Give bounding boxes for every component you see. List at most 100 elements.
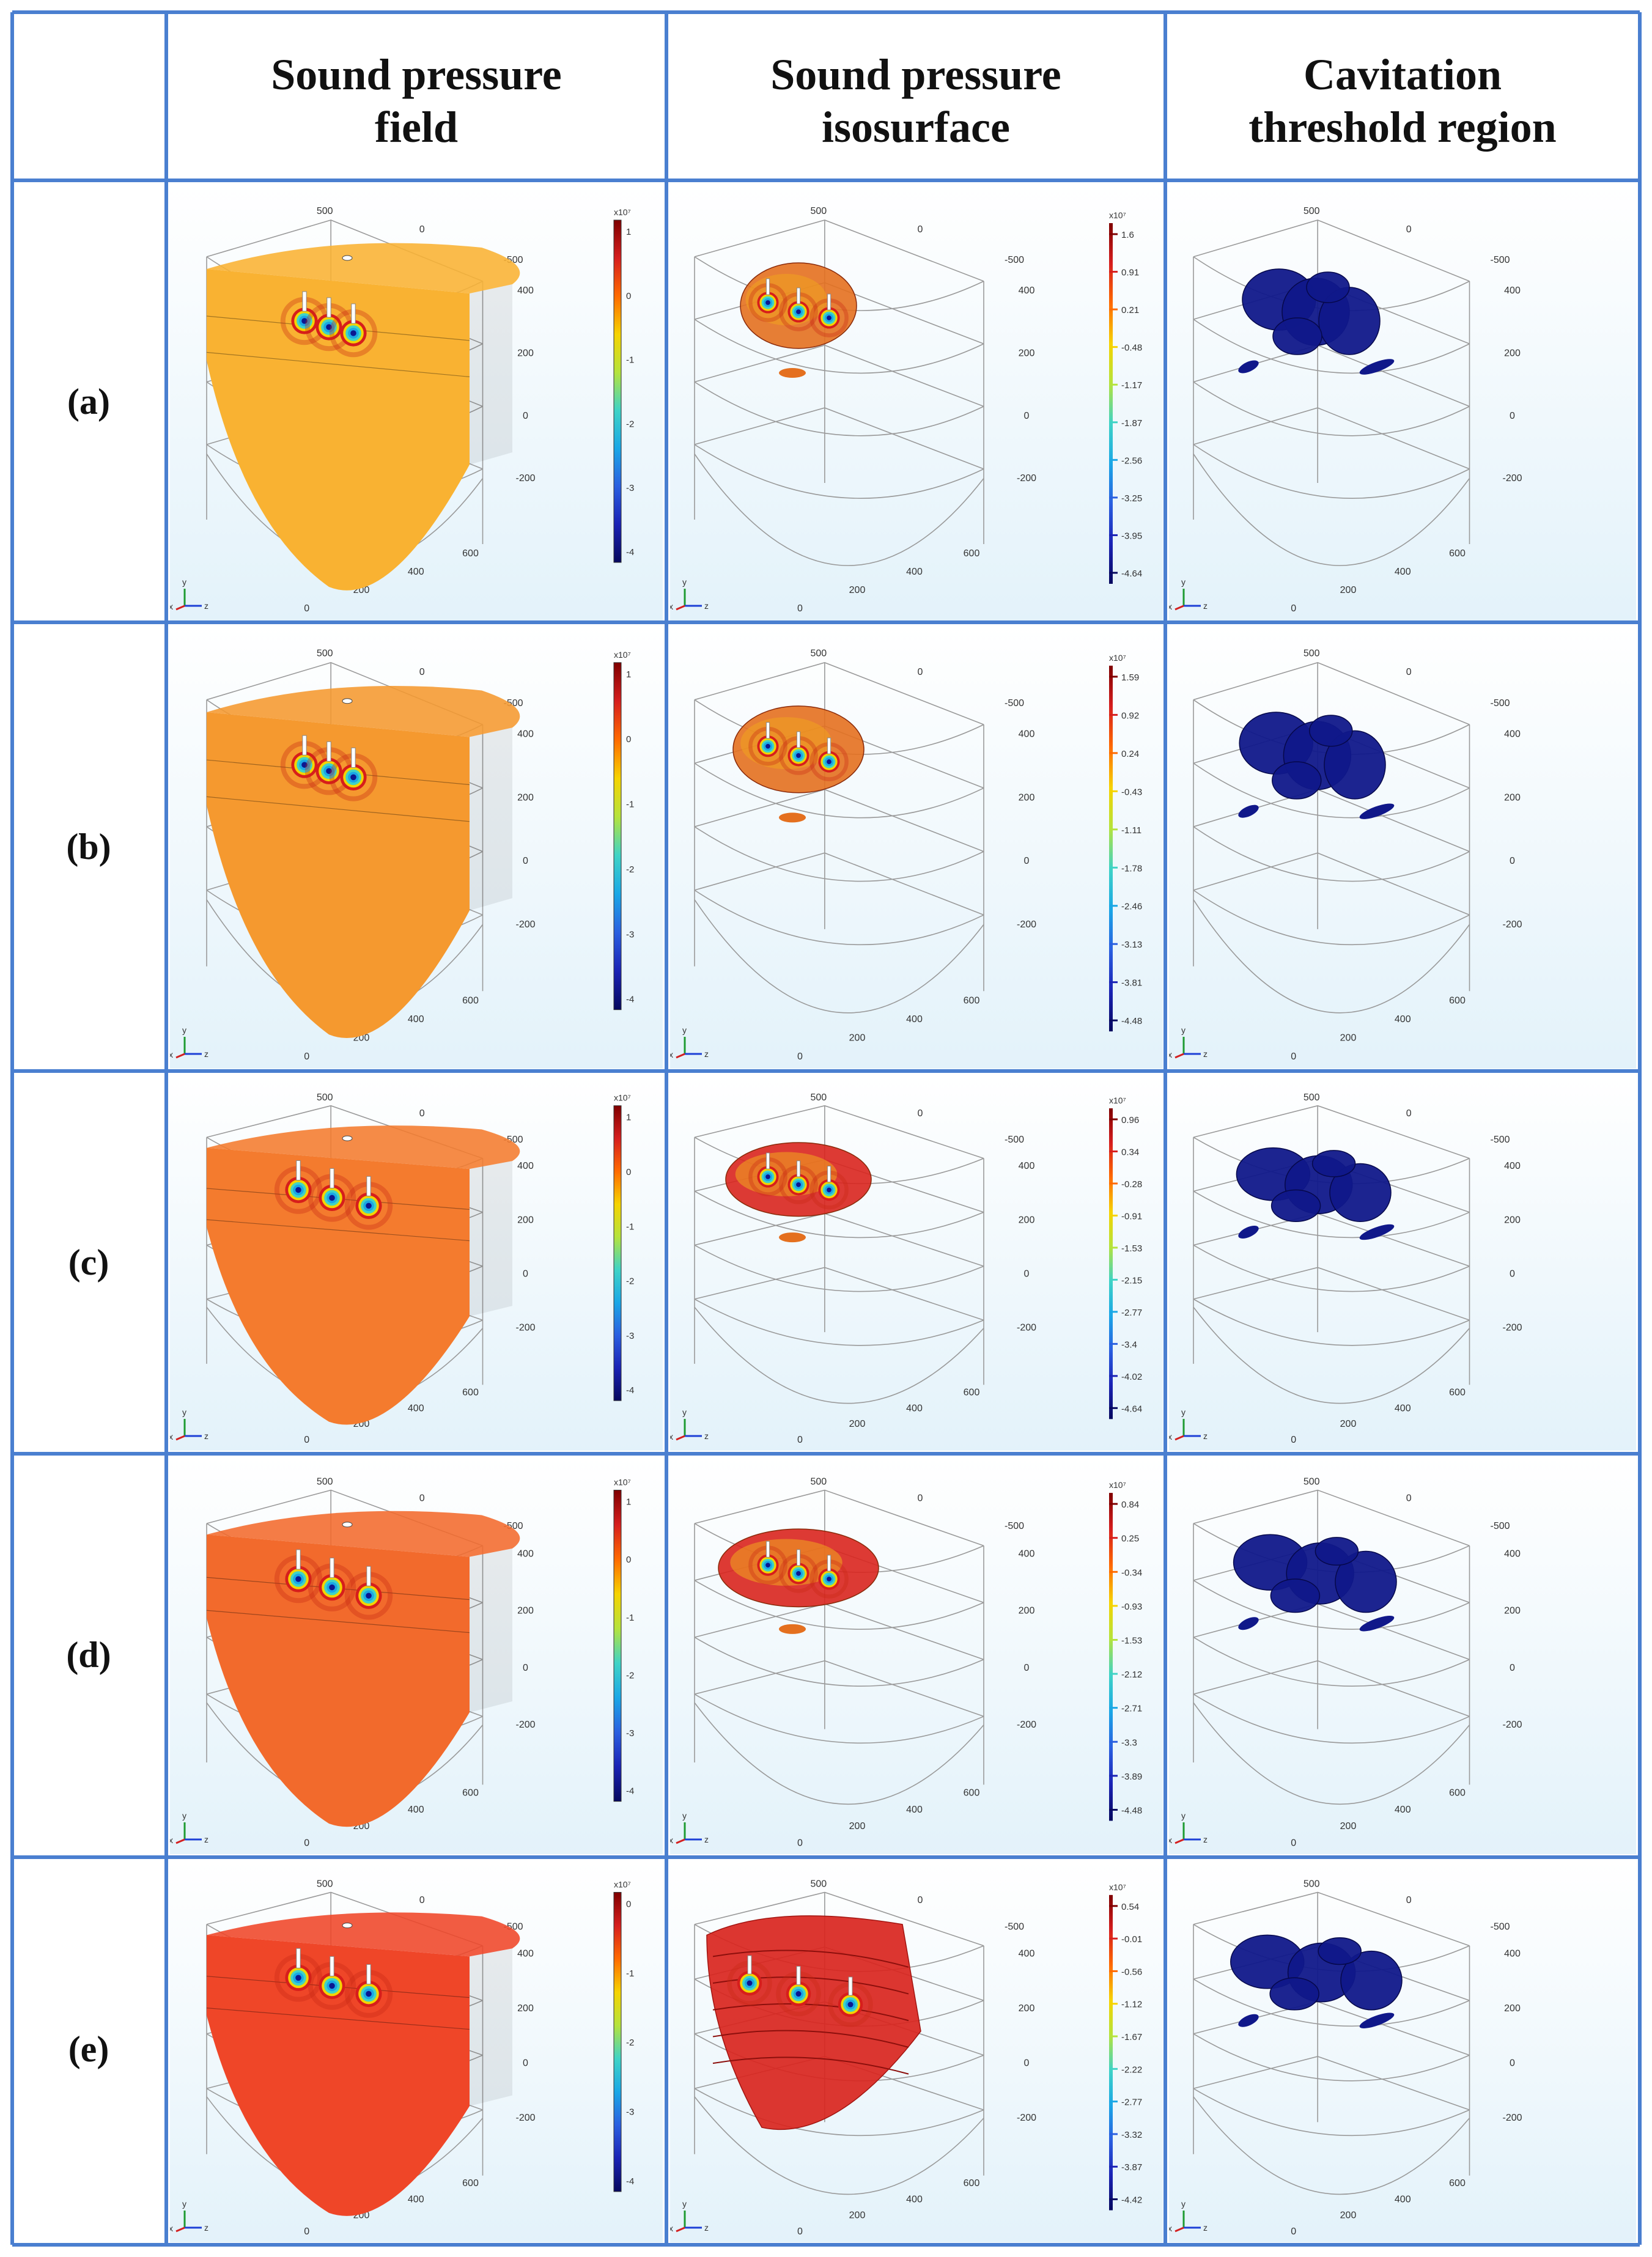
colorbar-tick-label: 0.96 — [1121, 1115, 1139, 1125]
axis-tick-y: 200 — [1019, 2003, 1035, 2014]
axis-tick-depth: 400 — [1395, 2194, 1411, 2204]
triad-x-label: x — [1169, 1835, 1172, 1845]
triad-x-label: x — [1169, 2223, 1172, 2233]
cavitation-blob-3 — [1270, 1189, 1321, 1222]
cavitation-blob-2 — [1335, 1550, 1397, 1613]
axis-tick-depth: 200 — [849, 1419, 866, 1429]
row-label-d: (d) — [66, 1635, 111, 1675]
colorbar-tick-label: -4.02 — [1121, 1372, 1142, 1382]
axis-tick-right: -500 — [1005, 1135, 1024, 1145]
axis-tick-depth: 600 — [462, 2178, 479, 2189]
triad-z-label: z — [704, 1431, 709, 1441]
colorbar-tick-label: -2.12 — [1121, 1670, 1142, 1680]
axis-tick-y: 0 — [1024, 2058, 1030, 2068]
triad-x-label: x — [1169, 602, 1172, 611]
panel-svg: 500 0 -500 400 200 0 -200 600 400 200 0 x10⁷ 0.96 0.3… — [670, 1074, 1163, 1451]
panel-svg: 500 0 -500 400 200 0 -200 600 400 200 0 y z x — [1169, 183, 1636, 620]
cavitation-region — [1230, 1934, 1403, 2028]
iso-focal-spot-2 — [809, 737, 849, 781]
colorbar-tick-label: -4.64 — [1121, 569, 1142, 579]
axis-tick-y: 0 — [1510, 411, 1515, 421]
cavitation-region — [1238, 268, 1395, 375]
triad-z-label: z — [1203, 1835, 1208, 1844]
axis-tick-depth: 600 — [964, 1788, 980, 1799]
colorbar-exponent: x10⁷ — [1109, 1480, 1126, 1490]
triad-x-label: x — [1169, 1432, 1172, 1441]
axis-tick-depth: 0 — [304, 2226, 309, 2237]
triad-z-label: z — [204, 1049, 208, 1059]
field-panel-b: 500 0 -500 400 200 0 -200 600 400 200 0 x10⁷ 1 0 -1 -2-… — [170, 625, 663, 1069]
iso-focal-spot-1 — [779, 1549, 818, 1593]
triad-x-label: x — [670, 602, 673, 611]
triad-x-axis — [1174, 2226, 1184, 2233]
colorbar — [1109, 223, 1113, 584]
axis-tick-mid: 0 — [1406, 1895, 1412, 1905]
triad-y-label: y — [682, 1025, 687, 1035]
axis-tick-y: -200 — [515, 919, 535, 930]
colorbar-tick-label: -4 — [626, 1786, 634, 1797]
panel-svg: 5000-5004002000-2006004002000x10⁷0-1-2-3… — [170, 1860, 663, 2242]
row-label-b: (b) — [66, 826, 111, 867]
cavitation-fragment — [1238, 1225, 1259, 1239]
colorbar-tick-label: 1 — [626, 669, 631, 680]
axis-tick-y: 0 — [523, 411, 528, 421]
triad-y-label: y — [1181, 1407, 1186, 1417]
triad-y-label: y — [682, 2199, 687, 2209]
axis-tick-depth: 600 — [964, 996, 980, 1006]
header-sound-pressure-field: Sound pressure field — [271, 50, 562, 152]
triad-y-label: y — [1181, 1025, 1186, 1035]
axis-tick-depth: 400 — [906, 1014, 923, 1025]
cavitation-blob-4 — [1315, 1537, 1359, 1566]
axis-tick-y: 400 — [1019, 285, 1035, 296]
cavitation-blob-3 — [1269, 1977, 1319, 2011]
axis-tick-top: 500 — [317, 1879, 333, 1890]
axis-tick-mid: 0 — [917, 1895, 923, 1905]
cavitation-panel-b: 500 0 -500 400 200 0 -200 600 400 200 0 y z x — [1169, 625, 1636, 1069]
colorbar-tick-label: 1 — [626, 1497, 631, 1508]
triad-x-axis — [676, 1435, 685, 1441]
cavitation-fragment — [1238, 804, 1259, 818]
iso-focal-spot-0 — [748, 278, 787, 322]
panel-background — [1169, 183, 1636, 620]
triad-z-label: z — [204, 1835, 208, 1844]
axis-tick-y: -200 — [515, 2113, 535, 2123]
axis-tick-depth: 600 — [462, 1788, 479, 1799]
triad-x-axis — [175, 605, 185, 611]
colorbar-tick-label: -0.56 — [1121, 1967, 1142, 1977]
colorbar-exponent: x10⁷ — [1109, 210, 1126, 220]
axis-tick-y: 400 — [1019, 1948, 1035, 1959]
axis-tick-y: 200 — [1019, 1215, 1035, 1225]
field-panel-d: 500 0 -500 400 200 0 -200 600 400 200 0 x10⁷ 1 0 -1 -2-… — [170, 1457, 663, 1854]
panel-svg: 500 0 -500 400 200 0 -200 600 400 200 0 x10⁷ 1.59 0.9… — [670, 625, 1163, 1069]
axis-tick-y: -200 — [1017, 473, 1036, 484]
colorbar — [613, 662, 622, 1011]
axis-tick-depth: 600 — [1449, 548, 1466, 559]
focal-spot-2 — [344, 1964, 393, 2018]
triad-y-label: y — [182, 2199, 186, 2209]
axis-tick-depth: 200 — [849, 1821, 866, 1832]
colorbar-tick-label: 0.92 — [1121, 710, 1139, 721]
axis-tick-mid: 0 — [917, 667, 923, 677]
colorbar-tick-label: -1 — [626, 800, 634, 810]
colorbar-tick-label: -2 — [626, 2038, 634, 2048]
triad-x-label: x — [670, 1835, 673, 1845]
cavitation-blob-4 — [1311, 1150, 1356, 1177]
cavitation-blob-2 — [1324, 730, 1386, 800]
axis-tick-y: -200 — [515, 1720, 535, 1730]
colorbar-tick-label: -2 — [626, 1276, 634, 1287]
axis-tick-mid: 0 — [917, 224, 923, 235]
cavitation-panel-d: 500 0 -500 400 200 0 -200 600 400 200 0 y z x — [1169, 1457, 1636, 1854]
colorbar-tick-label: -3.89 — [1121, 1772, 1142, 1782]
axis-tick-top: 500 — [317, 206, 333, 216]
colorbar-tick-label: -2 — [626, 419, 634, 429]
cavitation-fragment — [1359, 2012, 1395, 2028]
triad-x-axis — [676, 2226, 685, 2233]
triad-z-label: z — [1203, 1431, 1208, 1441]
colorbar-tick-label: -2.46 — [1121, 902, 1142, 912]
axis-tick-top: 500 — [317, 1092, 333, 1103]
colorbar-exponent: x10⁷ — [1109, 1095, 1126, 1105]
axis-tick-y: 400 — [517, 1161, 534, 1171]
axis-tick-y: 200 — [1019, 1606, 1035, 1616]
axis-tick-mid: 0 — [419, 224, 425, 235]
colorbar-tick-label: 0.25 — [1121, 1534, 1139, 1544]
